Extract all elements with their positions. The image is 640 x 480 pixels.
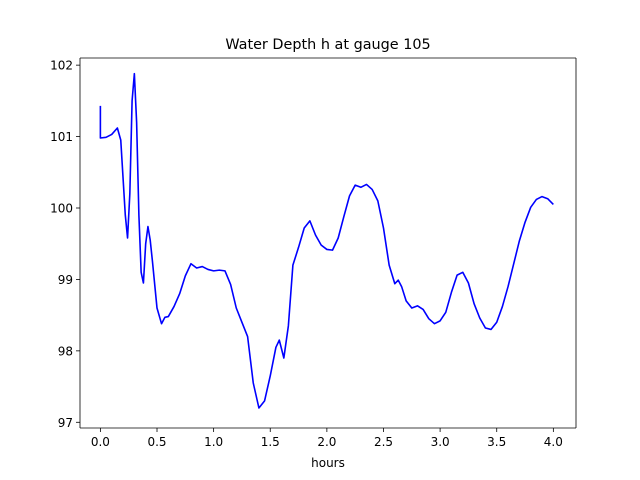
x-tick-label: 3.0 — [431, 435, 450, 449]
x-tick-label: 2.5 — [374, 435, 393, 449]
y-tick-label: 98 — [58, 344, 73, 358]
x-tick-label: 2.0 — [317, 435, 336, 449]
y-tick-label: 99 — [58, 273, 73, 287]
x-tick-label: 1.0 — [204, 435, 223, 449]
x-tick-label: 3.5 — [487, 435, 506, 449]
y-tick-label: 101 — [50, 130, 73, 144]
x-axis-ticks: 0.0 0.5 1.0 1.5 2.0 2.5 3.0 3.5 4.0 — [91, 428, 563, 449]
plot-area — [80, 58, 576, 428]
chart-title: Water Depth h at gauge 105 — [225, 37, 430, 53]
y-tick-label: 102 — [50, 59, 73, 73]
x-tick-label: 0.5 — [147, 435, 166, 449]
y-tick-label: 97 — [58, 416, 73, 430]
x-tick-label: 0.0 — [91, 435, 110, 449]
x-tick-label: 1.5 — [261, 435, 280, 449]
x-axis-title: hours — [311, 456, 345, 470]
series-line-1 — [99, 72, 554, 409]
y-tick-label: 100 — [50, 202, 73, 216]
y-axis-ticks: 97 98 99 100 101 102 — [50, 59, 80, 430]
x-tick-label: 4.0 — [544, 435, 563, 449]
axes-frame — [79, 57, 577, 429]
series-layer — [99, 72, 554, 409]
